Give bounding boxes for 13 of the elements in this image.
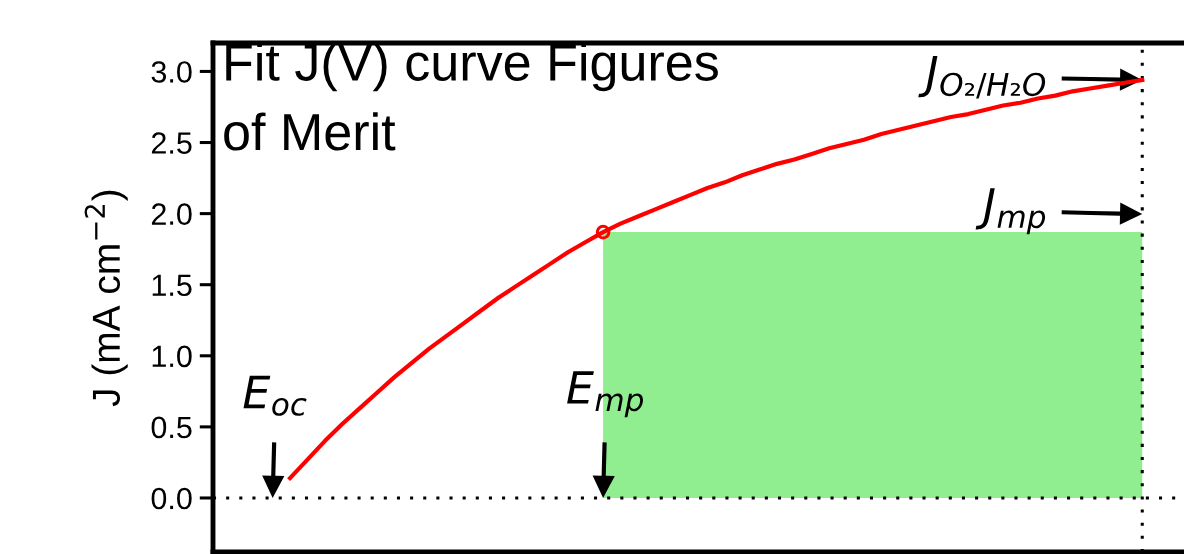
y-tick-label: 3.0	[151, 61, 192, 83]
y-tick-label: 0.0	[151, 487, 192, 510]
annotation: J$_{O₂/H₂O}$	[918, 56, 1046, 99]
y-tick-label: 2.0	[151, 203, 192, 225]
y-axis-title: J (mA cm$^{−2}$)	[84, 190, 128, 407]
annotation: J$_{mp}$	[975, 188, 1046, 235]
annotation: E$_{mp}$	[567, 371, 644, 418]
y-tick-label: 1.5	[152, 274, 192, 297]
y-tick-label: 1.0	[152, 345, 192, 368]
y-tick-label: 2.5	[151, 132, 192, 154]
text: Fit J(V) curve Figures of Merit	[224, 42, 718, 151]
annotation: E$_{oc}$	[243, 375, 307, 416]
y-tick-label: 0.5	[151, 416, 192, 439]
